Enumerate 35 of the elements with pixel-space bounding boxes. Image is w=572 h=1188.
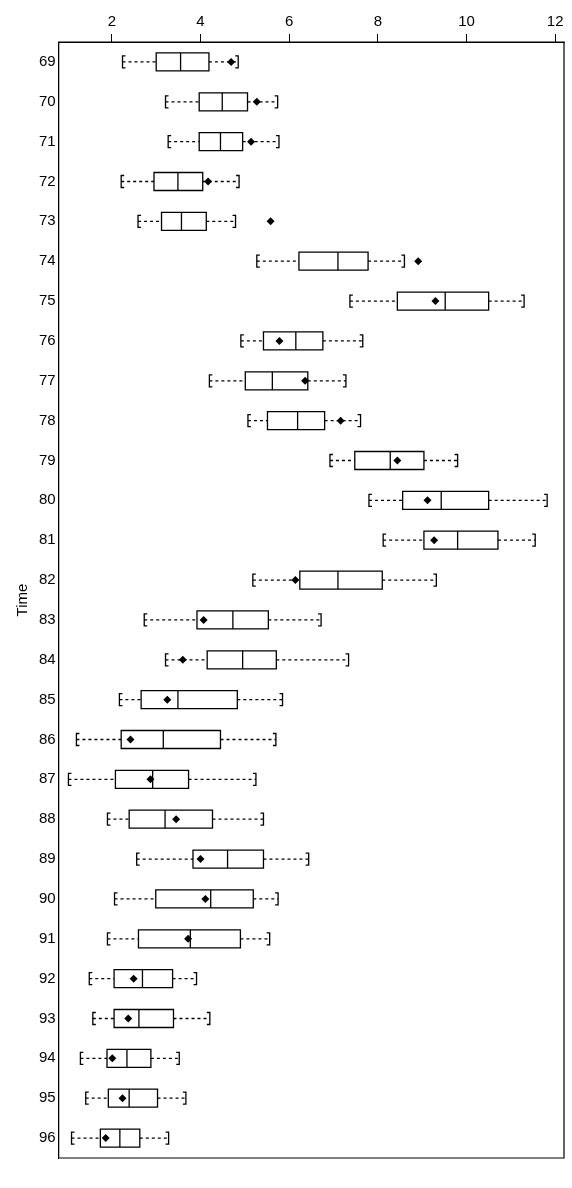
y-tick-label: 88 — [39, 809, 56, 827]
y-tick-label: 76 — [39, 331, 56, 349]
y-tick-label: 75 — [39, 291, 56, 309]
y-tick-label: 79 — [39, 450, 56, 468]
y-tick-label: 85 — [39, 689, 56, 707]
y-tick-label: 92 — [39, 968, 56, 986]
y-tick-label: 70 — [39, 91, 56, 109]
y-tick-label: 96 — [39, 1128, 56, 1146]
y-tick-label: 78 — [39, 410, 56, 428]
y-tick-label: 81 — [39, 530, 56, 548]
y-tick-label: 82 — [39, 570, 56, 588]
y-tick-label: 95 — [39, 1088, 56, 1106]
y-tick-label: 69 — [39, 52, 56, 70]
y-tick-label: 73 — [39, 211, 56, 229]
x-tick-label: 8 — [373, 12, 382, 30]
y-tick-label: 90 — [39, 889, 56, 907]
y-tick-label: 89 — [39, 849, 56, 867]
y-tick-label: 84 — [39, 649, 56, 667]
x-tick-label: 12 — [546, 12, 564, 30]
y-tick-label: 77 — [39, 370, 56, 388]
y-axis-title: Time — [13, 583, 31, 617]
x-tick-label: 10 — [458, 12, 475, 30]
y-tick-label: 86 — [39, 729, 56, 747]
y-tick-label: 74 — [39, 251, 56, 269]
y-tick-label: 72 — [39, 171, 56, 189]
x-tick-label: 4 — [196, 12, 205, 30]
y-tick-label: 80 — [39, 490, 56, 508]
y-tick-label: 93 — [39, 1008, 56, 1026]
y-tick-label: 94 — [39, 1048, 56, 1066]
y-tick-label: 87 — [39, 769, 56, 787]
y-tick-label: 71 — [39, 131, 56, 149]
y-tick-label: 91 — [39, 928, 56, 946]
x-tick-label: 2 — [107, 12, 117, 30]
x-tick-label: 6 — [285, 12, 294, 30]
y-tick-label: 83 — [39, 610, 56, 628]
